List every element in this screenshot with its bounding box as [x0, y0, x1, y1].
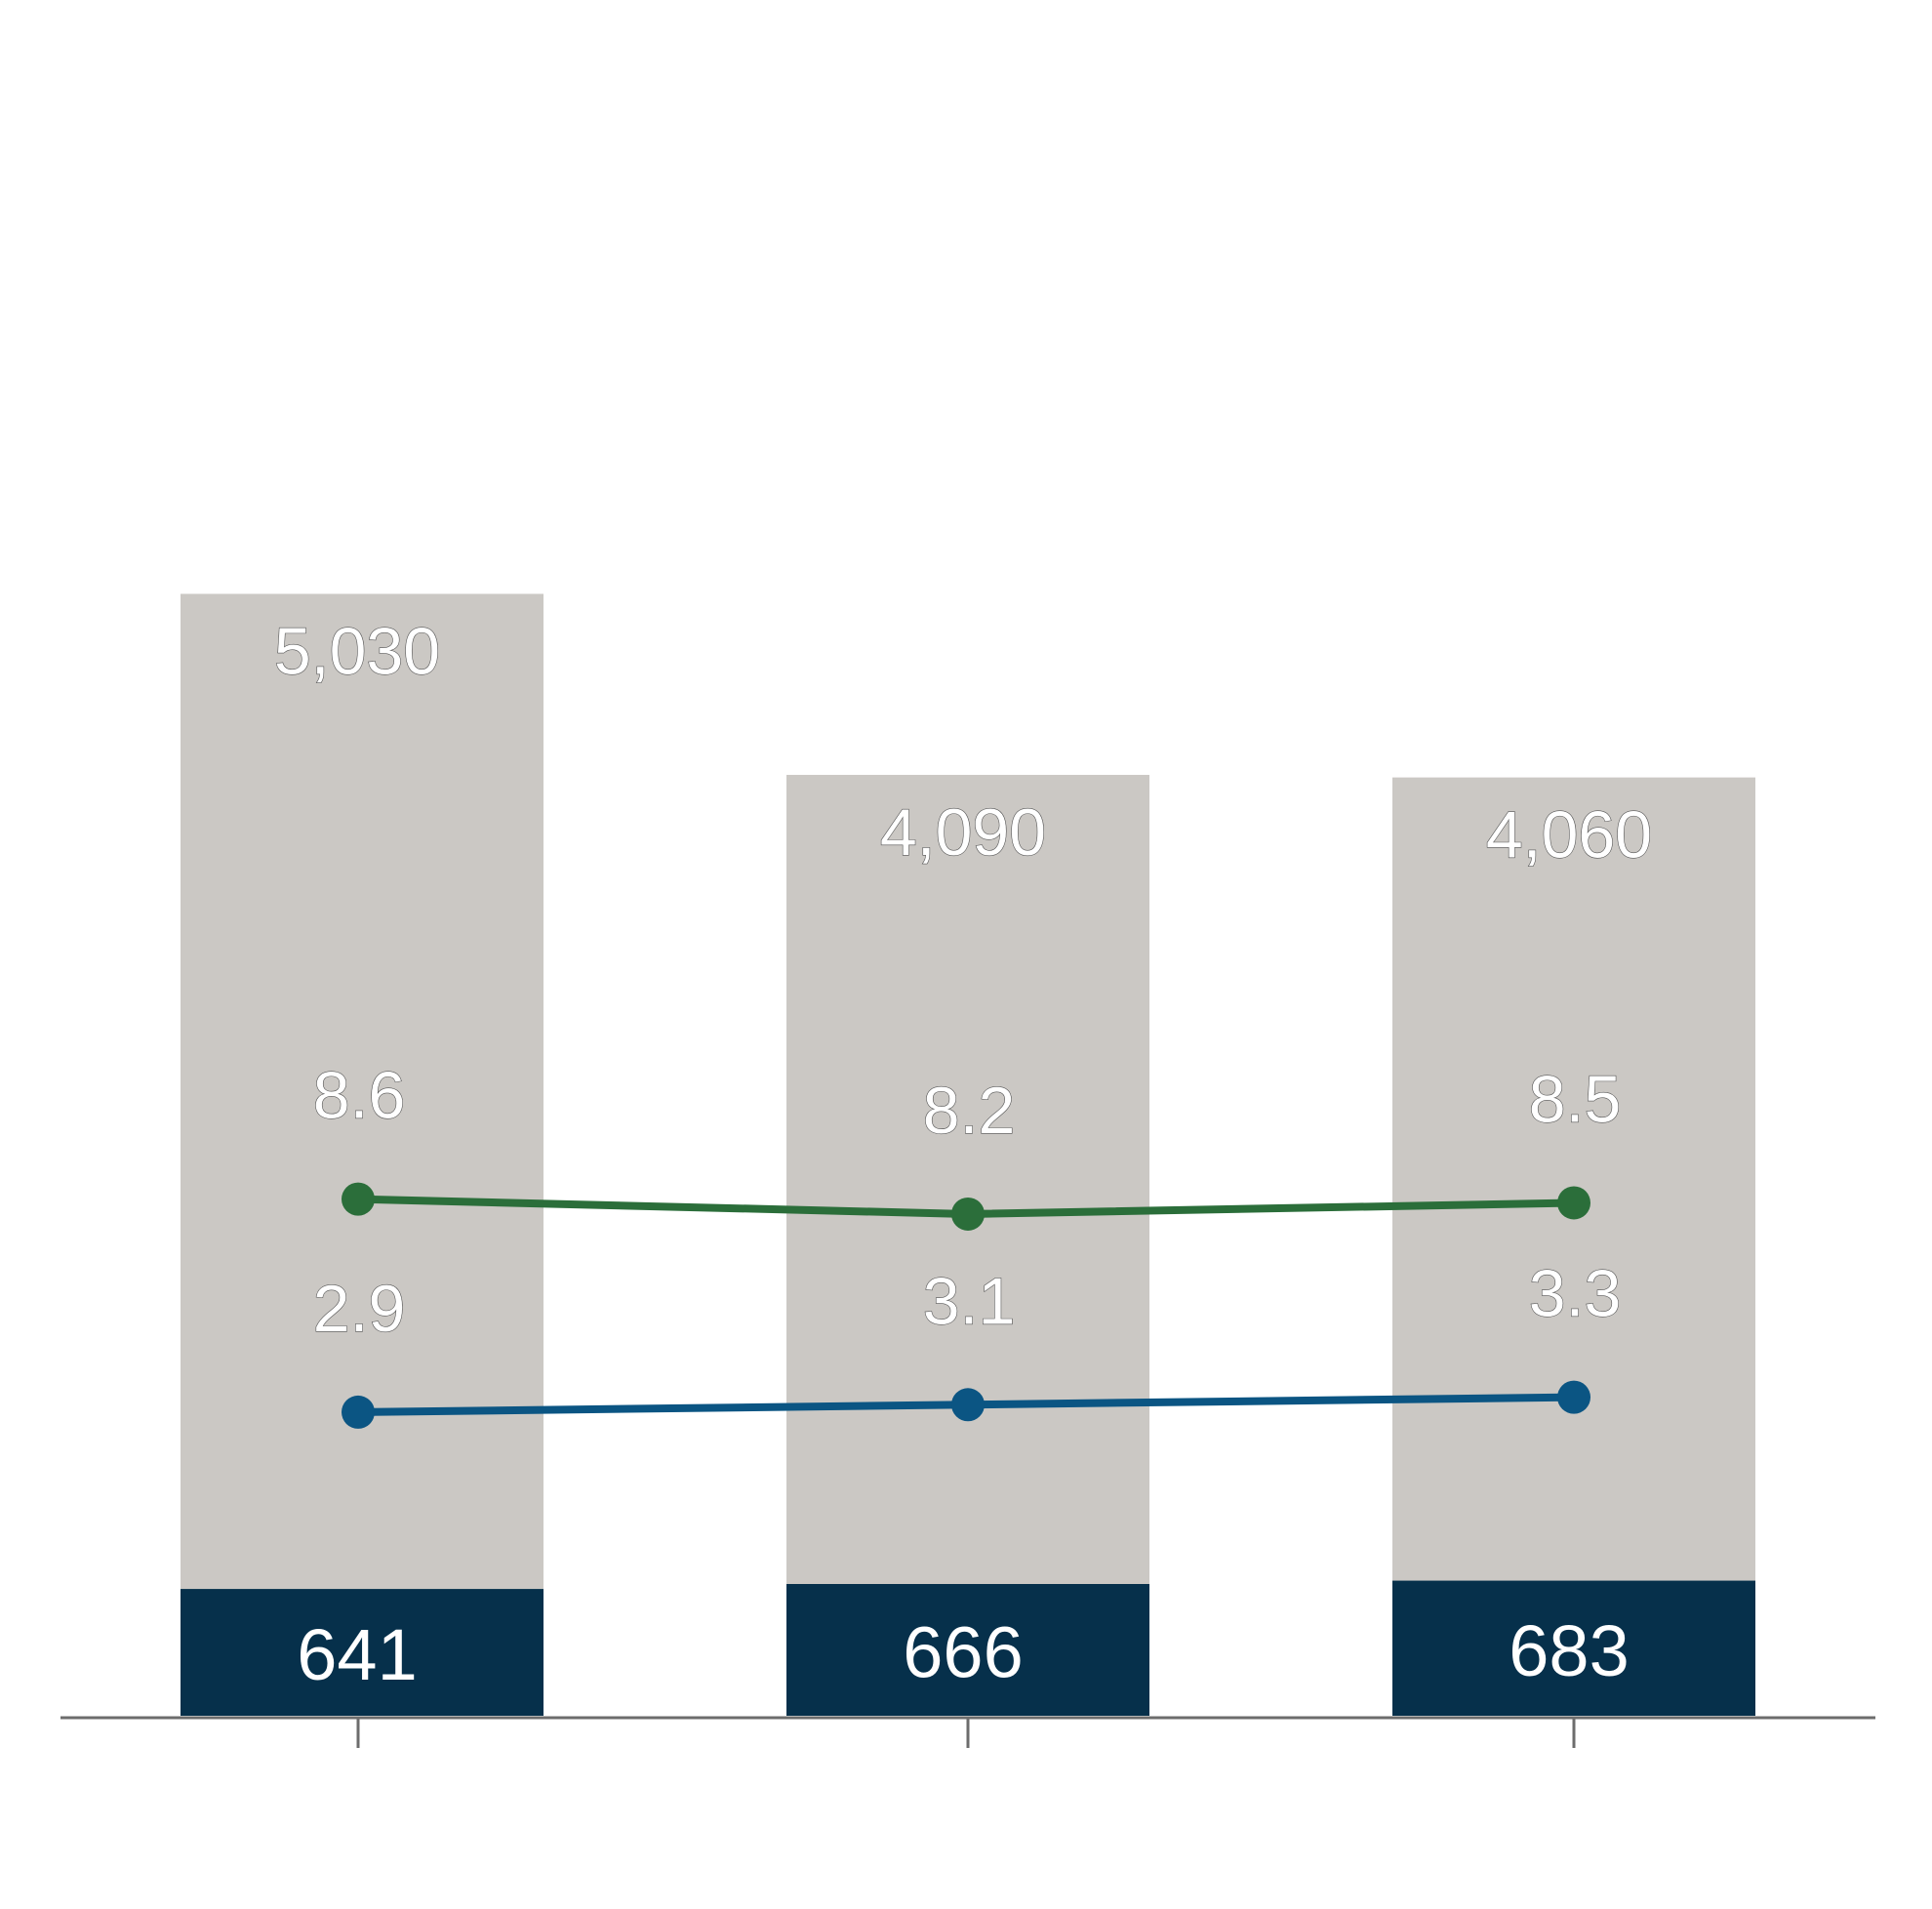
bar-top-value-label-2: 4,090: [880, 795, 1046, 870]
upper-line-value-label-2: 8.2: [923, 1074, 1016, 1148]
bar-top-value-label-1: 5,030: [274, 614, 440, 688]
lower-line-value-label-2: 3.1: [923, 1264, 1016, 1338]
bar-bottom-segment-1: [181, 1589, 543, 1716]
bar-top-segment-2: [786, 774, 1149, 1585]
bars-layer: [181, 593, 1755, 1716]
bar-bottom-segment-3: [1392, 1580, 1755, 1716]
upper-line-point-3: [1557, 1186, 1590, 1220]
bar-bottom-value-label-2: 666: [903, 1612, 1023, 1693]
bar-bottom-value-label-3: 683: [1509, 1610, 1629, 1691]
x-axis: [60, 1716, 1875, 1748]
bar-top-segment-3: [1392, 777, 1755, 1581]
lower-line-value-label-3: 3.3: [1529, 1257, 1622, 1331]
bar-top-value-label-3: 4,060: [1486, 798, 1652, 873]
lines-layer: [342, 1182, 1590, 1429]
labels-layer: 5,030 641 4,090 666 4,060 683 8.6 8.2 8.5 2.9 3.1 3…: [273, 614, 1652, 1695]
bar-bottom-value-label-1: 641: [297, 1614, 417, 1695]
lower-line-point-1: [342, 1395, 375, 1429]
lower-line-point-3: [1557, 1380, 1590, 1414]
lower-line-value-label-1: 2.9: [313, 1272, 406, 1346]
lower-line-point-2: [951, 1388, 985, 1422]
upper-line-value-label-3: 8.5: [1529, 1062, 1622, 1136]
bar-bottom-segment-2: [786, 1584, 1149, 1716]
upper-line-point-1: [342, 1182, 375, 1216]
upper-line-value-label-1: 8.6: [313, 1059, 406, 1133]
upper-line-point-2: [951, 1197, 985, 1231]
